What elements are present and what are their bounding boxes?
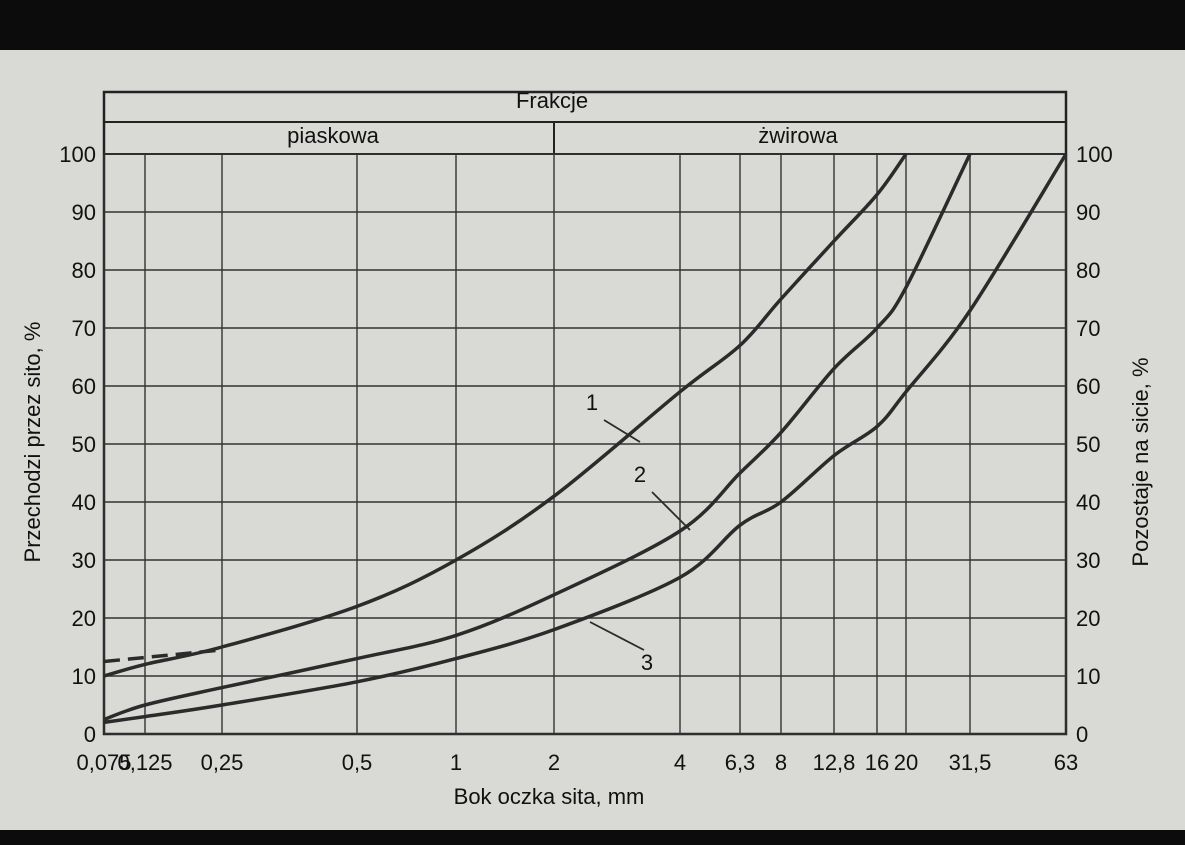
y-tick-label: 0 — [84, 722, 96, 747]
y2-tick-label: 20 — [1076, 606, 1100, 631]
y-tick-label: 80 — [72, 258, 96, 283]
y-tick-label: 100 — [59, 142, 96, 167]
curve-label-2: 2 — [634, 462, 646, 487]
y-axis-title: Przechodzi przez sito, % — [20, 322, 45, 563]
y2-tick-label: 100 — [1076, 142, 1113, 167]
y-tick-label: 60 — [72, 374, 96, 399]
y2-tick-label: 90 — [1076, 200, 1100, 225]
x-tick-label: 8 — [775, 750, 787, 775]
y-tick-label: 40 — [72, 490, 96, 515]
x-tick-label: 4 — [674, 750, 686, 775]
y-tick-label: 30 — [72, 548, 96, 573]
x-axis-title: Bok oczka sita, mm — [454, 784, 645, 809]
y2-tick-label: 30 — [1076, 548, 1100, 573]
x-tick-label: 31,5 — [949, 750, 992, 775]
curve-label-3: 3 — [641, 650, 653, 675]
chart-title: Frakcje — [516, 88, 588, 113]
x-tick-label: 6,3 — [725, 750, 756, 775]
y2-tick-label: 50 — [1076, 432, 1100, 457]
curve-3 — [103, 153, 1068, 725]
x-tick-label: 20 — [894, 750, 918, 775]
x-tick-label: 12,8 — [813, 750, 856, 775]
fraction-label-gravel: żwirowa — [758, 123, 838, 148]
x-tick-label: 0,075 — [76, 750, 131, 775]
y2-tick-label: 40 — [1076, 490, 1100, 515]
x-tick-label: 63 — [1054, 750, 1078, 775]
curve-label-leader — [603, 419, 641, 443]
x-tick-label: 0,125 — [117, 750, 172, 775]
x-tick-label: 0,5 — [342, 750, 373, 775]
y-tick-label: 70 — [72, 316, 96, 341]
y-tick-label: 10 — [72, 664, 96, 689]
y2-axis-title: Pozostaje na sicie, % — [1128, 357, 1153, 566]
x-tick-label: 2 — [548, 750, 560, 775]
y-tick-label: 20 — [72, 606, 96, 631]
x-tick-label: 0,25 — [201, 750, 244, 775]
y-tick-label: 90 — [72, 200, 96, 225]
curve-label-leader — [589, 621, 645, 651]
y2-tick-label: 0 — [1076, 722, 1088, 747]
y2-tick-label: 70 — [1076, 316, 1100, 341]
y2-tick-label: 60 — [1076, 374, 1100, 399]
curve-2 — [103, 153, 972, 722]
y2-tick-label: 10 — [1076, 664, 1100, 689]
x-tick-label: 1 — [450, 750, 462, 775]
chart-page: 0,075 0,125 0,25 0,5 1 2 4 6,3 8 12,8 16 20 31,5 63 0 1… — [0, 50, 1185, 830]
dashed-limit-line — [103, 648, 223, 664]
y2-tick-label: 80 — [1076, 258, 1100, 283]
curve-label-1: 1 — [586, 390, 598, 415]
curve-label-leader — [651, 491, 691, 531]
fraction-label-sand: piaskowa — [287, 123, 379, 148]
x-tick-label: 16 — [865, 750, 889, 775]
curve-1 — [103, 152, 908, 678]
y-tick-label: 50 — [72, 432, 96, 457]
